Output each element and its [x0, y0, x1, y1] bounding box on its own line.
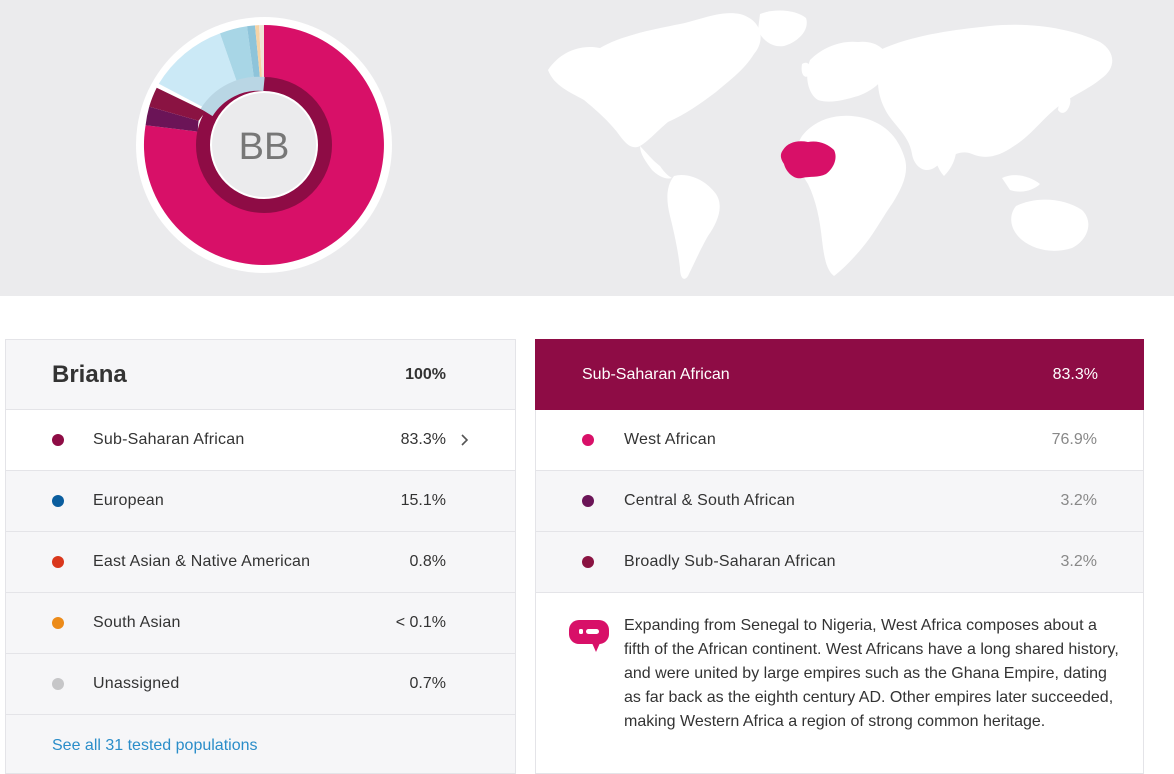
subpopulation-color-dot	[582, 495, 594, 507]
total-percent: 100%	[405, 365, 446, 383]
map-africa	[796, 115, 907, 276]
subpopulation-color-dot	[582, 434, 594, 446]
ancestry-donut-chart[interactable]: BB	[136, 17, 392, 273]
subpopulation-label: West African	[624, 431, 716, 448]
population-color-dot	[52, 617, 64, 629]
subpopulation-percent: 76.9%	[1051, 431, 1097, 448]
see-all-populations-link[interactable]: See all 31 tested populations	[52, 737, 258, 754]
population-row-south-asian[interactable]: South Asian < 0.1%	[6, 593, 515, 654]
population-row-european[interactable]: European 15.1%	[6, 471, 515, 532]
donut-segment-unassigned	[259, 24, 264, 78]
subpopulation-label: Central & South African	[624, 492, 795, 509]
donut-segment-east-asian	[255, 25, 262, 79]
subpopulation-row-broadly[interactable]: Broadly Sub-Saharan African 3.2%	[536, 532, 1143, 593]
continents	[548, 10, 1113, 279]
subpopulation-percent: 3.2%	[1060, 492, 1097, 509]
subpopulation-percent: 3.2%	[1060, 553, 1097, 570]
population-row-east-asian[interactable]: East Asian & Native American 0.8%	[6, 532, 515, 593]
map-greenland	[758, 10, 807, 47]
population-color-dot	[52, 678, 64, 690]
map-japan	[1058, 94, 1071, 113]
population-color-dot	[52, 495, 64, 507]
detail-percent: 83.3%	[1052, 365, 1098, 383]
donut-segment-european-3	[247, 25, 260, 79]
map-south-america	[667, 174, 720, 279]
chevron-right-icon[interactable]	[458, 430, 472, 450]
population-label: Unassigned	[93, 675, 180, 692]
person-name: Briana	[52, 360, 127, 388]
population-row-sub-saharan[interactable]: Sub-Saharan African 83.3%	[6, 410, 515, 471]
donut-segment-broadly	[149, 87, 207, 121]
world-map[interactable]	[540, 0, 1140, 296]
donut-segment-european-2	[220, 26, 254, 83]
population-label: East Asian & Native American	[93, 553, 311, 570]
map-southeast-asia	[1002, 175, 1040, 192]
population-percent: < 0.1%	[395, 614, 446, 631]
person-header-row: Briana 100%	[6, 340, 515, 410]
subpopulation-row-west-african[interactable]: West African 76.9%	[536, 410, 1143, 471]
population-detail-panel: Sub-Saharan African 83.3% West African 7…	[535, 339, 1144, 774]
population-percent: 0.8%	[409, 553, 446, 570]
subpopulation-row-central-south[interactable]: Central & South African 3.2%	[536, 471, 1143, 532]
population-label: European	[93, 492, 164, 509]
population-description: Expanding from Senegal to Nigeria, West …	[624, 617, 1119, 730]
ancestry-composition-panel: Briana 100% Sub-Saharan African 83.3% Eu…	[5, 339, 516, 774]
donut-inner-ring-european	[200, 76, 265, 117]
population-percent: 0.7%	[409, 675, 446, 692]
avatar-initials: BB	[239, 126, 290, 168]
subpopulation-label: Broadly Sub-Saharan African	[624, 553, 836, 570]
map-uk	[801, 62, 811, 77]
chat-bubble-icon	[569, 620, 609, 652]
population-percent: 15.1%	[400, 492, 446, 509]
map-north-america	[548, 13, 761, 148]
map-india	[932, 125, 957, 176]
subpopulation-color-dot	[582, 556, 594, 568]
donut-segment-west-african	[143, 25, 384, 265]
map-europe	[807, 41, 889, 102]
ancestry-hero: BB	[0, 0, 1174, 296]
population-label: South Asian	[93, 614, 181, 631]
detail-title: Sub-Saharan African	[582, 365, 730, 383]
map-west-africa-highlight	[780, 141, 836, 179]
population-color-dot	[52, 434, 64, 446]
population-percent: 83.3%	[400, 431, 446, 448]
population-color-dot	[52, 556, 64, 568]
detail-header: Sub-Saharan African 83.3%	[535, 339, 1144, 410]
population-row-unassigned[interactable]: Unassigned 0.7%	[6, 654, 515, 715]
population-label: Sub-Saharan African	[93, 431, 245, 448]
map-australia	[1011, 199, 1089, 251]
donut-center	[212, 93, 316, 197]
map-asia	[877, 24, 1113, 171]
map-central-america	[640, 146, 672, 179]
donut-segment-central-south	[145, 106, 199, 132]
